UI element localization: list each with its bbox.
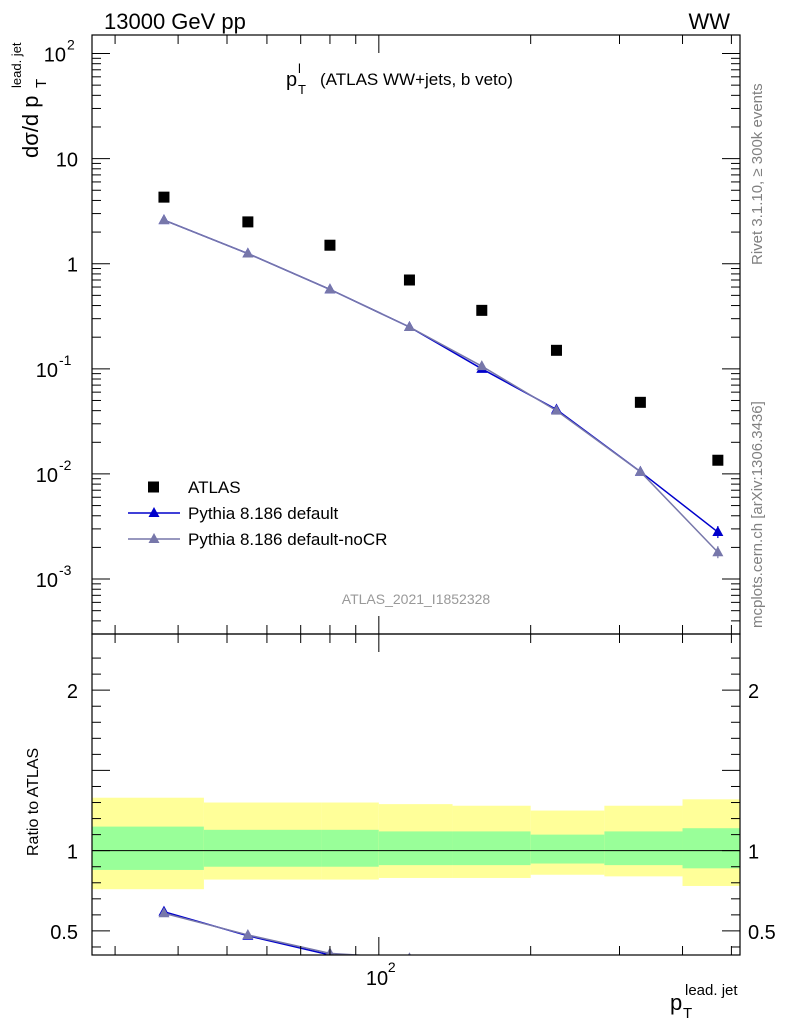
title-main: p — [286, 69, 297, 91]
stat-uncertainty-band — [682, 828, 740, 869]
y-tick-label: 10 — [36, 360, 58, 382]
stat-uncertainty-band — [92, 826, 204, 870]
ratio-tick-label-left: 1 — [67, 842, 78, 864]
stat-uncertainty-band — [530, 834, 605, 864]
y-tick-label: 10 — [44, 45, 66, 67]
data-point-atlas — [712, 454, 724, 466]
x-tick-label: 10 — [366, 968, 388, 990]
data-point-atlas — [242, 216, 254, 228]
y-tick-label-exp: -1 — [59, 352, 72, 368]
data-point-atlas — [550, 344, 562, 356]
mc-point — [324, 283, 336, 294]
legend-label: Pythia 8.186 default — [188, 504, 339, 523]
title-rest: (ATLAS WW+jets, b veto) — [320, 70, 513, 89]
mc-point — [634, 465, 646, 476]
mc-point — [550, 404, 562, 415]
title-sub: T — [298, 82, 306, 97]
mcplots-label: mcplots.cern.ch [arXiv:1306.3436] — [749, 401, 766, 628]
main-y-label: dσ/d p T lead. jet — [9, 42, 50, 158]
data-point-atlas — [634, 396, 646, 408]
ratio-tick-label-right: 2 — [748, 681, 759, 703]
header-left: 13000 GeV pp — [104, 9, 246, 34]
y-tick-label: 10 — [56, 150, 78, 172]
ratio-tick-label-right: 1 — [748, 842, 759, 864]
data-point-atlas — [158, 191, 170, 203]
x-axis-label: p T lead. jet — [670, 982, 738, 1022]
rivet-label: Rivet 3.1.10, ≥ 300k events — [749, 83, 766, 265]
x-label-main: p — [670, 990, 682, 1015]
ratio-line — [163, 910, 343, 955]
ratio-series-group — [158, 905, 411, 955]
main-series — [158, 191, 724, 559]
data-point-atlas — [324, 239, 336, 251]
mc-line — [163, 219, 719, 553]
stat-uncertainty-band — [378, 831, 453, 866]
legend-label: Pythia 8.186 default-noCR — [188, 530, 387, 549]
stat-uncertainty-band — [321, 829, 379, 867]
legend: ATLAS Pythia 8.186 default Pythia 8.186 de… — [128, 478, 387, 549]
y-tick-label: 10 — [36, 570, 58, 592]
legend-marker-atlas — [148, 481, 159, 493]
ratio-series — [158, 905, 411, 955]
header-right: WW — [688, 9, 730, 34]
main-y-label-text: dσ/d p — [18, 95, 43, 158]
legend-label: ATLAS — [188, 478, 241, 497]
data-point-atlas — [476, 304, 488, 316]
ratio-point — [242, 928, 254, 939]
ratio-y-label: Ratio to ATLAS — [25, 748, 42, 856]
mc-point — [476, 360, 488, 371]
mc-point — [242, 247, 254, 258]
stat-uncertainty-band — [452, 831, 531, 866]
y-tick-label-exp: -2 — [59, 457, 72, 473]
ratio-tick-label-left: 0.5 — [50, 922, 78, 944]
ratio-point — [407, 952, 411, 955]
x-label-sub: T — [683, 1005, 692, 1022]
mc-line — [163, 219, 719, 533]
title-sup: l — [298, 61, 301, 76]
ratio-bands — [92, 797, 740, 890]
plot-title: p l T (ATLAS WW+jets, b veto) — [286, 61, 513, 97]
legend-marker — [148, 533, 160, 543]
y-tick-label: 1 — [67, 255, 78, 277]
ratio-tick-label-right: 0.5 — [748, 922, 776, 944]
y-tick-label-exp: -3 — [59, 562, 72, 578]
x-tick-label-exp: 2 — [388, 959, 396, 975]
x-label-sup: lead. jet — [685, 982, 738, 999]
stat-uncertainty-band — [604, 831, 683, 866]
ratio-tick-label-left: 2 — [67, 681, 78, 703]
analysis-watermark: ATLAS_2021_I1852328 — [342, 591, 491, 607]
ratio-point — [158, 907, 170, 918]
stat-uncertainty-band — [203, 829, 322, 867]
mc-point — [158, 214, 170, 225]
ratio-line — [163, 912, 369, 955]
y-tick-label-exp: 2 — [67, 37, 75, 53]
main-y-label-sub: T — [33, 79, 50, 88]
data-point-atlas — [403, 274, 415, 286]
main-y-label-sup: lead. jet — [9, 42, 24, 88]
y-tick-label: 10 — [36, 465, 58, 487]
legend-marker — [148, 507, 160, 517]
mc-point — [403, 321, 415, 332]
ratio-frame — [91, 633, 741, 956]
